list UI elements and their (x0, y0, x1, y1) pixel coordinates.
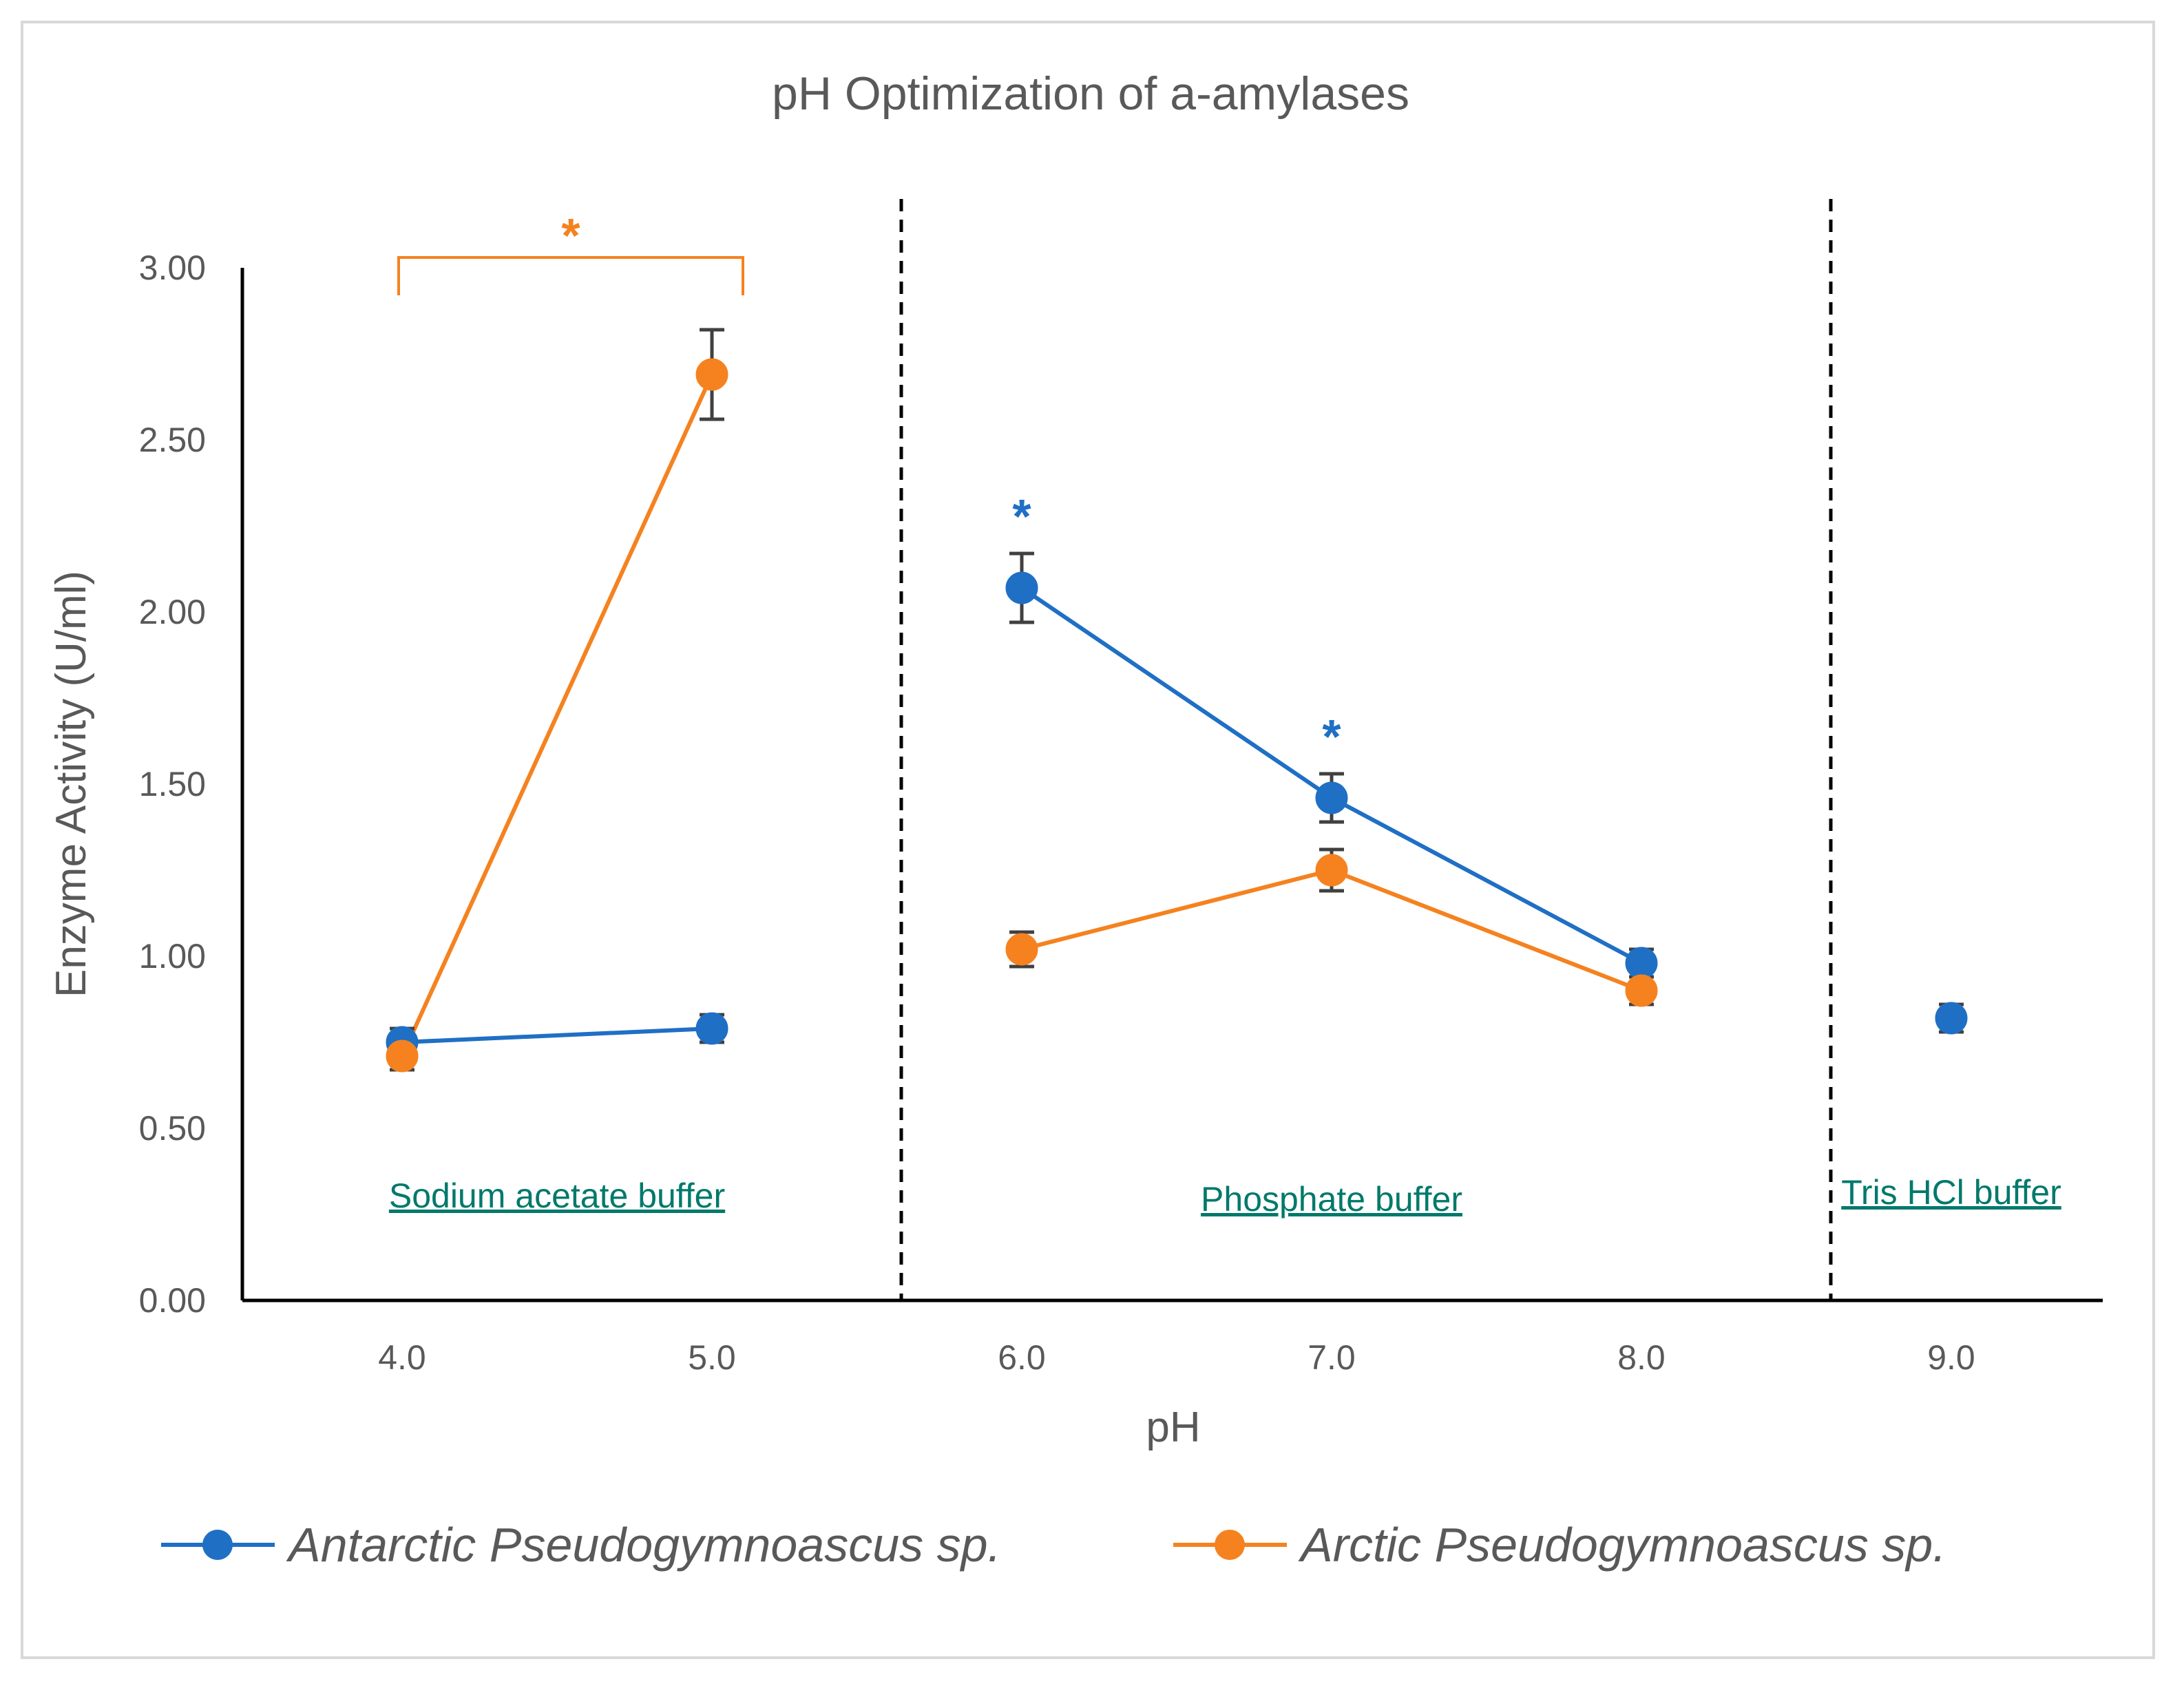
significance-star: * (1012, 489, 1031, 543)
y-tick-label: 2.00 (139, 593, 206, 631)
data-point (695, 358, 728, 391)
data-point (1935, 1002, 1968, 1035)
chart-svg: pH Optimization of a-amylases Sodium ace… (48, 67, 2103, 1572)
legend-marker (202, 1530, 233, 1560)
legend-item: Antarctic Pseudogymnoascus sp. (161, 1518, 1001, 1572)
y-tick-label: 0.50 (139, 1109, 206, 1148)
buffer-region-label: Phosphate buffer (1201, 1180, 1462, 1218)
data-point (1315, 854, 1348, 887)
x-tick-label: 8.0 (1617, 1338, 1666, 1377)
x-tick-labels: 4.0 5.0 6.0 7.0 8.0 9.0 (378, 1338, 1975, 1377)
data-point (1005, 571, 1038, 604)
data-points (386, 358, 1968, 1073)
series-line (401, 1026, 713, 1044)
y-tick-label: 3.00 (139, 249, 206, 287)
significance-star: * (561, 209, 580, 262)
significance-bracket (397, 256, 744, 295)
data-point (1625, 947, 1658, 980)
data-point (695, 1012, 728, 1045)
data-point (386, 1040, 419, 1073)
y-tick-label: 2.50 (139, 421, 206, 459)
legend-label: Arctic Pseudogymnoascus sp. (1298, 1518, 1946, 1572)
data-point (1625, 974, 1658, 1007)
x-tick-label: 6.0 (998, 1338, 1046, 1377)
y-axis-label: Enzyme Activity (U/ml) (48, 571, 95, 998)
annotations: * * * (397, 209, 1341, 763)
y-tick-label: 1.00 (139, 937, 206, 975)
chart-title: pH Optimization of a-amylases (772, 67, 1409, 120)
legend: Antarctic Pseudogymnoascus sp. Arctic Pse… (161, 1518, 1946, 1572)
buffer-region-label: Sodium acetate buffer (389, 1177, 725, 1215)
x-tick-label: 5.0 (688, 1338, 736, 1377)
series-line (400, 373, 714, 1057)
x-tick-label: 9.0 (1927, 1338, 1975, 1377)
significance-star: * (1322, 710, 1341, 763)
x-tick-label: 7.0 (1308, 1338, 1356, 1377)
regions-layer: Sodium acetate buffer Phosphate buffer Tri… (389, 199, 2061, 1300)
buffer-region-label: Tris HCl buffer (1841, 1173, 2061, 1212)
x-axis-label: pH (1146, 1404, 1200, 1451)
legend-label: Antarctic Pseudogymnoascus sp. (286, 1518, 1001, 1572)
data-point (1005, 933, 1038, 966)
y-tick-labels: 0.00 0.50 1.00 1.50 2.00 2.50 3.00 (139, 249, 206, 1320)
legend-marker (1215, 1530, 1245, 1560)
data-point (1315, 781, 1348, 814)
legend-item: Arctic Pseudogymnoascus sp. (1173, 1518, 1946, 1572)
y-tick-label: 0.00 (139, 1281, 206, 1320)
chart-frame: pH Optimization of a-amylases Sodium ace… (21, 21, 2155, 1659)
x-tick-label: 4.0 (378, 1338, 426, 1377)
error-bars (390, 328, 1964, 1072)
y-tick-label: 1.50 (139, 765, 206, 803)
